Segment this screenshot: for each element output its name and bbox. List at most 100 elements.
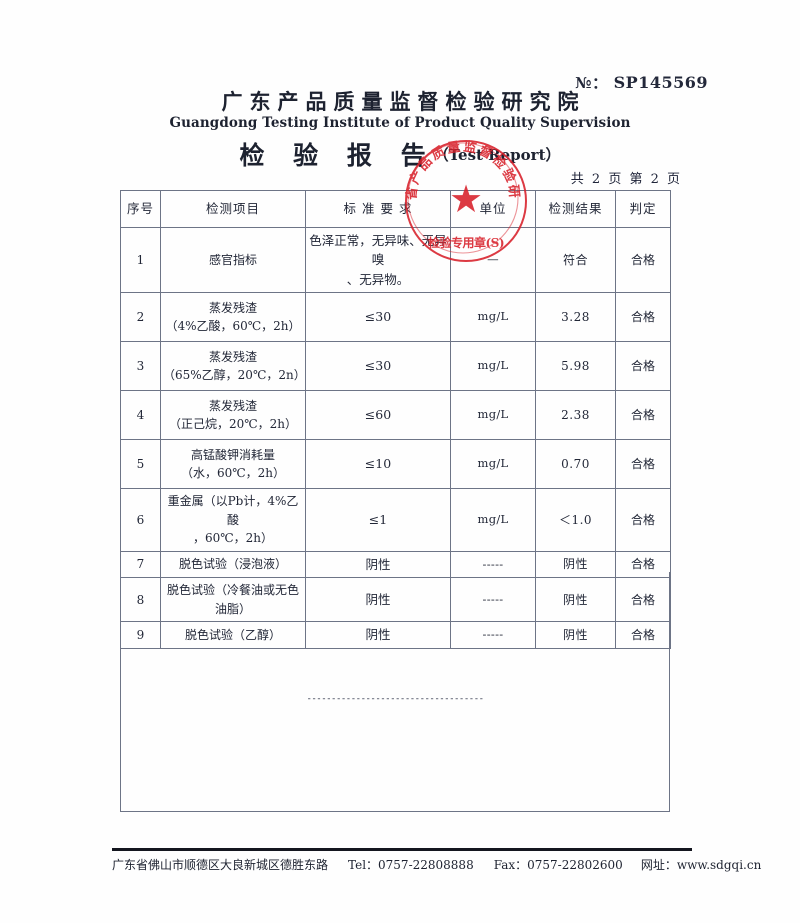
cell-unit-line: mg/L <box>477 512 509 527</box>
cell-test-item: 蒸发残渣 （4%乙酸，60℃，2h） <box>160 292 306 343</box>
cell-unit: ----- <box>450 577 536 623</box>
cell-verdict: 合格 <box>615 488 671 552</box>
cell-verdict-line: 合格 <box>630 358 655 373</box>
cell-test-result-line: 5.98 <box>561 358 590 373</box>
cell-unit: mg/L <box>450 390 536 441</box>
cell-test-item-line: 重金属（以Pb计，4%乙酸 <box>167 494 299 527</box>
cell-standard-requirement-line: 阴性 <box>365 592 391 608</box>
cell-test-item-line: 感官指标 <box>208 252 257 267</box>
table-row: 6 重金属（以Pb计，4%乙酸 ，60℃，2h） ≤1 mg/L ＜1.0 合格 <box>120 488 671 552</box>
cell-verdict-line: 合格 <box>630 407 655 422</box>
cell-sequence-number-line: 8 <box>136 592 145 607</box>
cell-verdict: 合格 <box>615 550 671 579</box>
cell-test-item-line: 脱色试验（乙醇） <box>184 627 281 642</box>
document-title-en: （Test Report） <box>433 145 561 164</box>
table-body: 1 感官指标 色泽正常，无异味、无异嗅 、无异物。 — 符合 合格 2 蒸发残渣 （4%乙酸，60… <box>120 226 671 649</box>
cell-verdict: 合格 <box>615 390 671 441</box>
table-row: 3 蒸发残渣 （65%乙醇，20℃，2n） ≤30 mg/L 5.98 合格 <box>120 341 671 392</box>
cell-sequence-number: 6 <box>120 488 161 552</box>
cell-standard-requirement: ≤1 <box>305 488 451 552</box>
cell-verdict-line: 合格 <box>630 512 655 527</box>
cell-sequence-number: 3 <box>120 341 161 392</box>
cell-standard-requirement-line: 、无异物。 <box>346 271 410 287</box>
report-number-label: №： <box>575 74 608 92</box>
cell-test-item: 感官指标 <box>160 226 306 294</box>
cell-sequence-number: 4 <box>120 390 161 441</box>
cell-sequence-number: 1 <box>120 226 161 294</box>
cell-standard-requirement: ≤10 <box>305 439 451 490</box>
cell-sequence-number-line: 1 <box>136 252 145 267</box>
cell-test-item-line: 油脂） <box>214 601 251 616</box>
table-row: 7 脱色试验（浸泡液） 阴性 ----- 阴性 合格 <box>120 550 671 579</box>
table-header: 序号 检测项目 标 准 要 求 单位 检测结果 判定 <box>120 190 671 228</box>
table-row: 4 蒸发残渣 （正己烷，20℃，2h） ≤60 mg/L 2.38 合格 <box>120 390 671 441</box>
cell-test-result-line: ＜1.0 <box>558 512 593 527</box>
cell-test-result-line: 0.70 <box>561 456 590 471</box>
cell-standard-requirement: ≤30 <box>305 292 451 343</box>
cell-standard-requirement: ≤60 <box>305 390 451 441</box>
column-header-result: 检测结果 <box>535 190 616 228</box>
cell-test-result: 符合 <box>535 226 616 294</box>
cell-test-item-line: （4%乙酸，60℃，2h） <box>165 319 301 334</box>
cell-test-item-line: （正己烷，20℃，2h） <box>168 417 298 432</box>
cell-sequence-number-line: 7 <box>136 557 145 572</box>
cell-test-result-line: 符合 <box>562 252 588 267</box>
column-header-no: 序号 <box>120 190 161 228</box>
cell-verdict: 合格 <box>615 621 671 649</box>
document-title-cn: 检 验 报 告 <box>239 141 436 170</box>
table-header-row: 序号 检测项目 标 准 要 求 单位 检测结果 判定 <box>120 190 671 228</box>
cell-verdict-line: 合格 <box>630 456 655 471</box>
cell-unit-line: mg/L <box>477 358 509 373</box>
cell-sequence-number-line: 2 <box>136 309 145 324</box>
cell-test-result-line: 2.38 <box>561 407 590 422</box>
footer: 广东省佛山市顺德区大良新城区德胜东路 Tel：0757-22808888 Fax… <box>112 856 761 873</box>
table-row: 8 脱色试验（冷餐油或无色 油脂） 阴性 ----- 阴性 合格 <box>120 577 671 623</box>
blank-continuation-area: ------------------------------------ <box>120 572 670 812</box>
footer-website: 网址：www.sdgqi.cn <box>640 858 762 872</box>
cell-standard-requirement: 阴性 <box>305 621 451 649</box>
cell-test-result-line: 3.28 <box>561 309 590 324</box>
cell-unit: ----- <box>450 621 536 649</box>
cell-unit-line: — <box>487 252 499 267</box>
test-results-table-container: 序号 检测项目 标 准 要 求 单位 检测结果 判定 1 感官指标 色泽正常，无异味… <box>120 190 671 649</box>
cell-test-result: 0.70 <box>535 439 616 490</box>
cell-sequence-number-line: 3 <box>136 358 145 373</box>
cell-unit: ----- <box>450 550 536 579</box>
cell-sequence-number: 7 <box>120 550 161 579</box>
cell-verdict-line: 合格 <box>630 309 655 324</box>
cell-test-item: 脱色试验（浸泡液） <box>160 550 306 579</box>
footer-fax: Fax：0757-22802600 <box>493 858 623 872</box>
cell-test-result: 5.98 <box>535 341 616 392</box>
cell-sequence-number-line: 6 <box>136 512 145 527</box>
cell-verdict-line: 合格 <box>630 252 655 267</box>
cell-sequence-number: 9 <box>120 621 161 649</box>
cell-test-item-line: （65%乙醇，20℃，2n） <box>163 368 306 383</box>
cell-sequence-number-line: 5 <box>136 456 145 471</box>
cell-test-item: 蒸发残渣 （正己烷，20℃，2h） <box>160 390 306 441</box>
organization-name-cn: 广东产品质量监督检验研究院 <box>221 89 586 114</box>
cell-unit: mg/L <box>450 341 536 392</box>
cell-standard-requirement: 阴性 <box>305 577 451 623</box>
cell-unit-line: mg/L <box>477 407 509 422</box>
cell-standard-requirement: ≤30 <box>305 341 451 392</box>
cell-standard-requirement-line: ≤30 <box>364 309 392 325</box>
cell-test-item: 脱色试验（冷餐油或无色 油脂） <box>160 577 306 623</box>
cell-standard-requirement-line: 阴性 <box>365 627 391 643</box>
cell-sequence-number-line: 4 <box>136 407 145 422</box>
page-count: 共 2 页 第 2 页 <box>570 172 682 187</box>
cell-verdict: 合格 <box>615 226 671 294</box>
footer-telephone: Tel：0757-22808888 <box>348 858 474 872</box>
cell-test-item-line: 蒸发残渣 <box>208 398 257 413</box>
cell-unit: — <box>450 226 536 294</box>
cell-unit-line: ----- <box>482 591 504 606</box>
cell-test-result-line: 阴性 <box>562 557 588 572</box>
cell-test-item-line: （水，60℃，2h） <box>180 466 286 481</box>
cell-test-item-line: 脱色试验（冷餐油或无色 <box>166 583 299 598</box>
footer-address: 广东省佛山市顺德区大良新城区德胜东路 <box>112 858 329 872</box>
cell-standard-requirement-line: 色泽正常，无异味、无异嗅 <box>309 233 447 268</box>
cell-verdict: 合格 <box>615 292 671 343</box>
cell-unit-line: ----- <box>482 627 504 642</box>
cell-standard-requirement-line: ≤10 <box>364 456 392 472</box>
cell-verdict-line: 合格 <box>630 592 655 607</box>
cell-sequence-number: 2 <box>120 292 161 343</box>
